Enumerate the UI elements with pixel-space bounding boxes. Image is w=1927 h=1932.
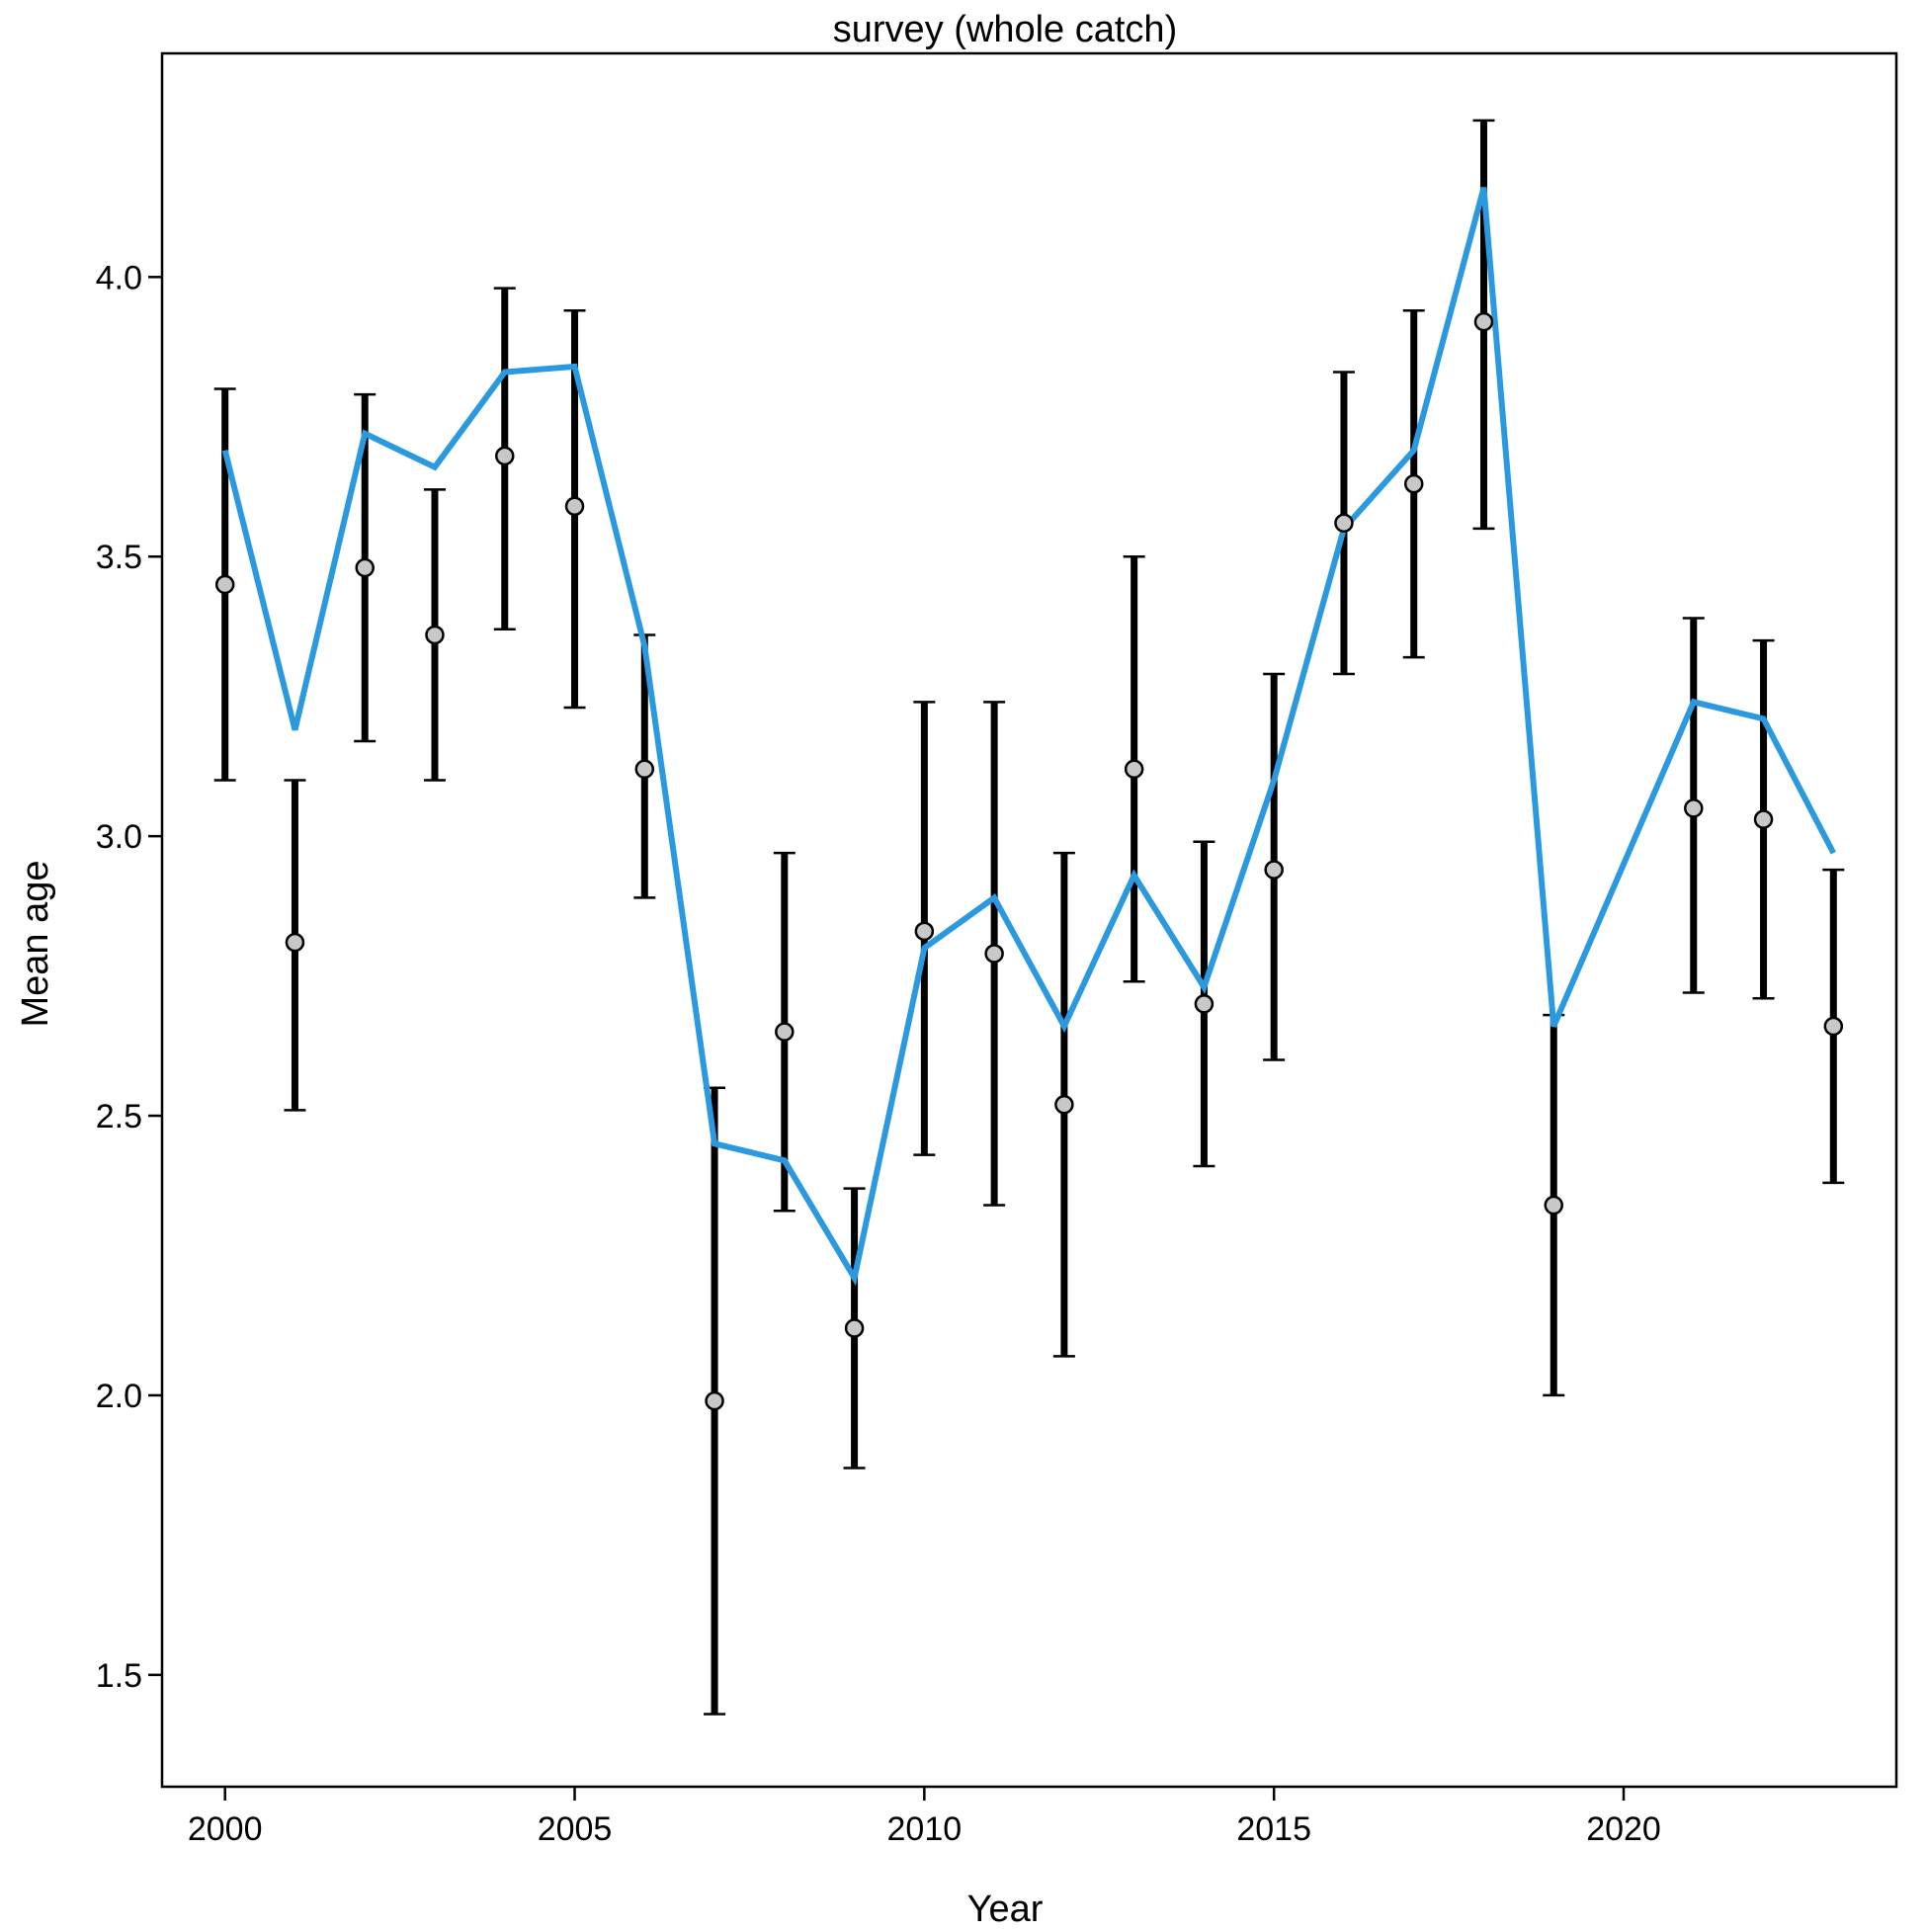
x-axis-label: Year	[967, 1889, 1044, 1927]
observed-point	[564, 496, 585, 517]
y-tick-label: 4.0	[96, 259, 142, 296]
expected-line-series	[221, 187, 1836, 1287]
observed-point	[1194, 994, 1215, 1014]
observed-point	[1753, 809, 1774, 829]
observed-point	[355, 557, 375, 578]
y-axis: 1.5 2.0 2.5 3.0 3.5 4.0	[96, 259, 162, 1695]
observed-point	[775, 1022, 795, 1042]
observed-point	[214, 574, 235, 595]
chart-title: survey (whole catch)	[833, 9, 1177, 50]
y-tick-label: 3.0	[96, 818, 142, 856]
x-tick-label: 2000	[188, 1810, 263, 1848]
x-tick-label: 2005	[538, 1810, 613, 1848]
x-tick-label: 2020	[1586, 1810, 1661, 1848]
expected-line	[221, 187, 1836, 1287]
observed-point	[1473, 311, 1494, 332]
observed-point	[425, 625, 445, 645]
observed-point	[1264, 860, 1284, 880]
observed-point	[634, 759, 655, 779]
y-tick-label: 1.5	[96, 1657, 142, 1695]
observed-point	[1823, 1016, 1844, 1037]
y-tick-label: 2.5	[96, 1098, 142, 1135]
plot-frame	[160, 51, 1898, 1789]
x-tick-label: 2015	[1236, 1810, 1311, 1848]
observed-point	[1544, 1195, 1563, 1216]
observed-point	[1054, 1094, 1074, 1115]
y-tick-label: 2.0	[96, 1378, 142, 1415]
y-axis-label: Mean age	[15, 860, 56, 1027]
observed-point	[914, 921, 935, 942]
observed-point	[844, 1318, 865, 1338]
observed-points	[214, 311, 1844, 1411]
observed-point	[1684, 798, 1704, 818]
observed-point	[1403, 473, 1424, 494]
observed-point	[1334, 513, 1354, 534]
x-tick-label: 2010	[887, 1810, 963, 1848]
y-tick-label: 3.5	[96, 539, 142, 576]
observed-point	[285, 932, 305, 953]
observed-point	[705, 1390, 724, 1411]
observed-point	[1124, 759, 1144, 779]
observed-point	[984, 944, 1004, 964]
x-axis: 2000 2005 2010 2015 2020	[188, 1787, 1661, 1848]
observed-point	[495, 446, 515, 466]
